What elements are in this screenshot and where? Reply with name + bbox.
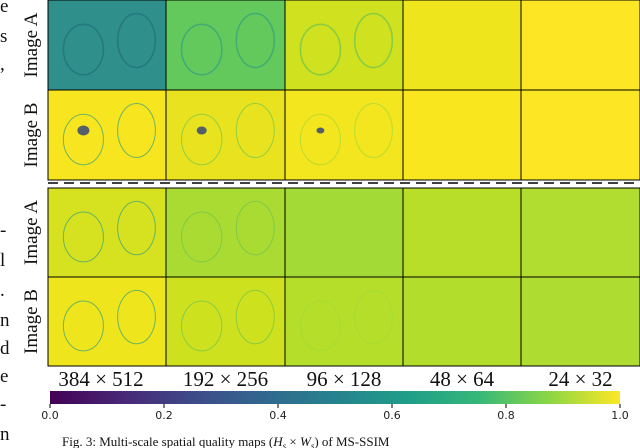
caption-text: Fig. 3: Multi-scale spatial quality maps… — [62, 434, 273, 448]
margin-fragment: n — [0, 310, 10, 331]
margin-fragment: s — [0, 26, 7, 47]
quality-maps — [47, 0, 640, 367]
quality-map — [284, 187, 404, 278]
parrot-outline — [180, 300, 223, 352]
parrot-outline — [117, 289, 156, 345]
margin-fragment: - — [0, 220, 6, 241]
quality-map — [402, 89, 522, 181]
margin-fragment: - — [0, 394, 6, 415]
parrot-outline — [117, 200, 156, 256]
parrot-outline — [354, 103, 393, 158]
quality-map — [165, 276, 286, 367]
quality-map — [47, 0, 167, 91]
parrot-outline — [235, 103, 275, 158]
parrot-outline — [235, 289, 275, 345]
parrot-outline — [62, 300, 104, 352]
column-label: 96 × 128 — [307, 367, 382, 391]
parrot-outline — [235, 200, 275, 256]
quality-map — [284, 89, 404, 181]
colorbar-tick-label: 0.8 — [497, 409, 515, 422]
column-label: 48 × 64 — [430, 367, 495, 391]
caption-sub: s — [311, 441, 315, 448]
quality-map — [284, 276, 404, 367]
caption-math: W — [300, 434, 312, 448]
quality-map — [165, 187, 286, 278]
caption: Fig. 3: Multi-scale spatial quality maps… — [62, 434, 390, 448]
quality-map — [402, 276, 522, 367]
margin-fragment: n — [0, 424, 10, 445]
parrot-outline — [299, 113, 341, 166]
caption-sub: s — [283, 441, 287, 448]
column-label: 384 × 512 — [58, 367, 143, 391]
margin-fragment: e — [0, 366, 8, 387]
quality-map — [520, 276, 640, 367]
quality-map — [47, 187, 167, 278]
column-label: 24 × 32 — [548, 367, 612, 391]
parrot-outline — [62, 23, 105, 76]
quality-map — [47, 89, 167, 181]
quality-map — [520, 0, 640, 91]
quality-map — [520, 89, 640, 181]
quality-map — [47, 276, 167, 367]
parrot-eye — [77, 125, 90, 136]
parrot-outline — [354, 289, 393, 345]
row-label: Image B — [21, 103, 42, 168]
parrot-outline — [354, 200, 393, 256]
quality-map — [402, 0, 522, 91]
quality-map — [402, 187, 522, 278]
colorbar-tick-label: 0.4 — [269, 409, 287, 422]
parrot-outline — [299, 23, 342, 76]
row-label: Image A — [21, 200, 42, 265]
margin-fragment: e — [0, 0, 8, 17]
parrot-eye — [196, 126, 207, 135]
caption-math: H — [272, 434, 283, 448]
parrot-outline — [299, 300, 341, 352]
parrot-outline — [117, 103, 156, 158]
quality-map — [165, 89, 286, 181]
colorbar-tick-label: 0.0 — [41, 409, 59, 422]
margin-fragment: l — [0, 250, 5, 271]
column-label: 192 × 256 — [183, 367, 268, 391]
parrot-eye — [316, 127, 325, 134]
parrot-outline — [353, 12, 394, 69]
row-label: Image A — [21, 12, 42, 77]
parrot-outline — [62, 211, 104, 263]
parrot-outline — [180, 211, 223, 263]
colorbar-tick-label: 1.0 — [611, 409, 629, 422]
parrot-outline — [180, 113, 223, 166]
quality-map — [284, 0, 404, 91]
margin-fragment: d — [0, 338, 10, 359]
caption-text: ) of MS-SSIM — [314, 434, 390, 448]
margin-fragment: , — [0, 54, 5, 75]
colorbar — [50, 391, 620, 404]
caption-math: × — [286, 434, 300, 448]
parrot-outline — [180, 23, 223, 76]
row-label: Image B — [21, 289, 42, 354]
quality-map — [520, 187, 640, 278]
parrot-outline — [62, 113, 104, 166]
margin-fragment: . — [0, 280, 5, 301]
quality-map — [165, 0, 286, 91]
parrot-outline — [299, 211, 341, 263]
parrot-outline — [235, 12, 276, 69]
colorbar-tick-label: 0.2 — [155, 409, 173, 422]
parrot-outline — [116, 12, 157, 69]
colorbar-tick-label: 0.6 — [383, 409, 401, 422]
